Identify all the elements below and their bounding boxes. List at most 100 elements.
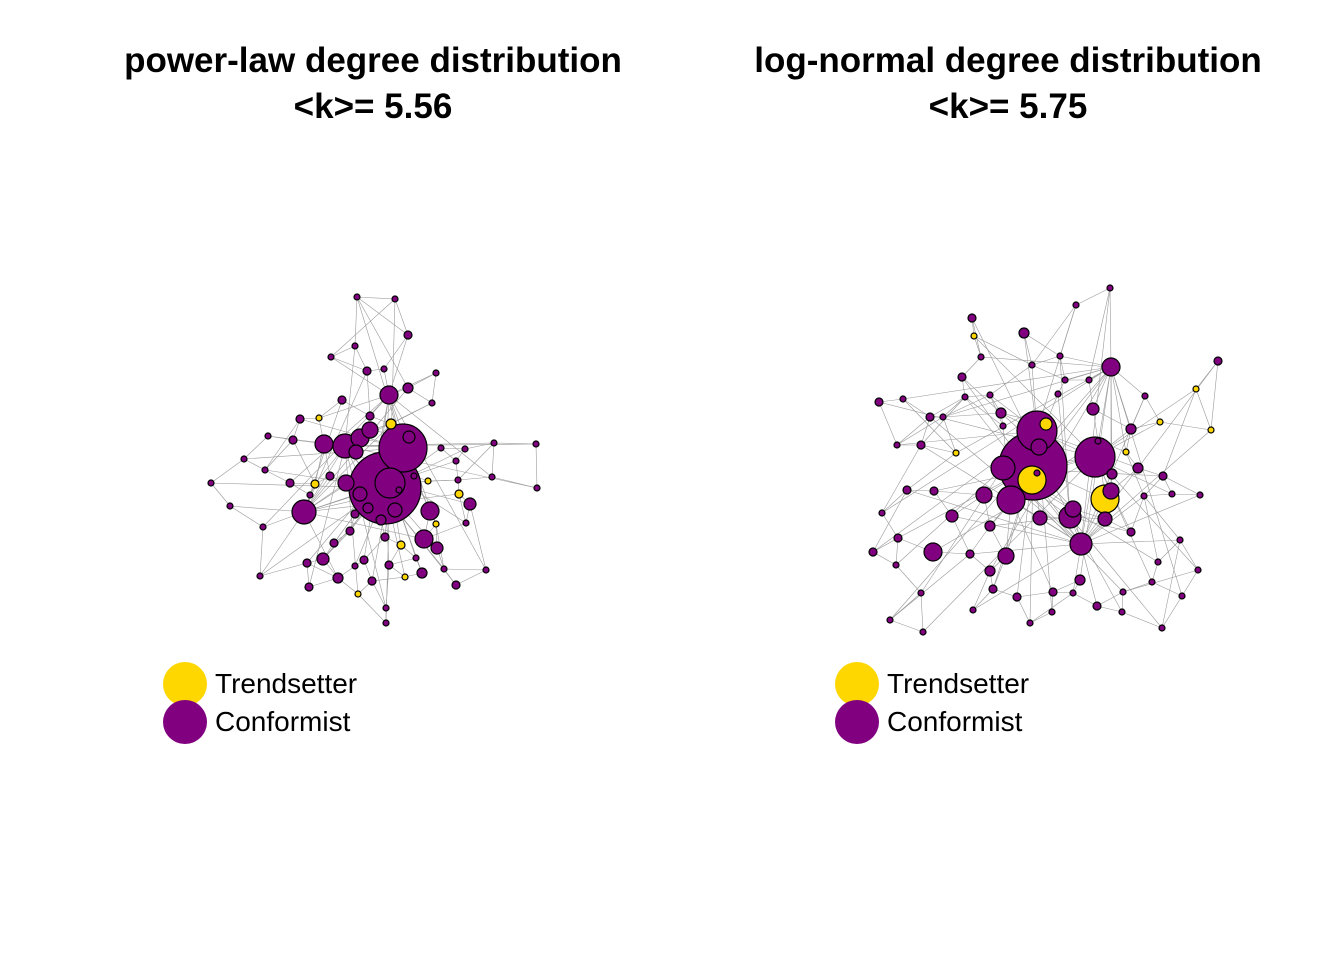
conformist-node [1048, 587, 1058, 597]
edge [980, 356, 1112, 368]
conformist-node [1028, 361, 1036, 369]
edge [1109, 287, 1112, 368]
conformist-node [437, 444, 445, 452]
trendsetter-node [315, 414, 323, 422]
edge [264, 418, 301, 471]
conformist-node [1106, 468, 1118, 480]
panel-title: log-normal degree distribution <k>= 5.75 [672, 38, 1344, 130]
conformist-node [410, 472, 418, 480]
edge [872, 537, 899, 553]
edge [1144, 395, 1161, 423]
edge [1016, 596, 1031, 624]
edge [951, 515, 971, 555]
edge [1031, 355, 1061, 366]
edge [303, 423, 392, 513]
panel-log-normal: log-normal degree distribution <k>= 5.75… [672, 0, 1344, 960]
conformist-node [420, 501, 440, 521]
conformist-node [892, 561, 900, 569]
legend-item-trendsetter: Trendsetter [835, 662, 1029, 706]
conformist-node [302, 558, 312, 568]
edge [259, 562, 308, 577]
conformist-node [345, 526, 355, 536]
conformist-node [461, 445, 469, 453]
conformist-node [1061, 376, 1069, 384]
conformist-node [999, 422, 1007, 430]
conformist-node [929, 486, 939, 496]
edge [1088, 287, 1111, 381]
conformist-node [984, 565, 996, 577]
conformist-node [430, 541, 444, 555]
edge [464, 442, 495, 450]
edge [1162, 388, 1197, 477]
conformist-node [532, 440, 540, 448]
edge [1059, 355, 1071, 518]
edge [1023, 332, 1061, 357]
conformist-node [899, 395, 907, 403]
edge [878, 401, 898, 446]
edge [942, 396, 966, 418]
edge [457, 476, 493, 481]
conformist-node [428, 399, 436, 407]
edge [972, 570, 991, 611]
conformist-node [919, 628, 927, 636]
edge [318, 399, 343, 419]
trendsetter-node [401, 573, 409, 581]
edge [964, 394, 991, 398]
trendsetter-swatch [835, 662, 879, 706]
edge [1143, 493, 1173, 497]
conformist-node [306, 491, 314, 499]
conformist-node [361, 421, 379, 439]
edge [1171, 493, 1201, 496]
conformist-node [295, 414, 305, 424]
trendsetter-node [1122, 448, 1130, 456]
conformist-node [965, 549, 975, 559]
conformist-node [382, 619, 390, 627]
edge [306, 562, 339, 579]
conformist-node [380, 532, 390, 542]
conformist-node [1106, 284, 1114, 292]
conformist-node [259, 523, 267, 531]
edge [330, 356, 368, 372]
conformist-node [362, 502, 374, 514]
conformist-node [414, 529, 434, 549]
edge [388, 394, 493, 478]
conformist-node [1086, 402, 1100, 416]
legend: Trendsetter Conformist [835, 662, 1029, 744]
trendsetter-node [970, 332, 978, 340]
conformist-node [482, 566, 490, 574]
trendsetter-node [1207, 426, 1215, 434]
edge [1161, 595, 1183, 629]
edge [363, 536, 386, 561]
edge [989, 516, 1071, 527]
conformist-node [1125, 423, 1137, 435]
conformist-node [387, 502, 403, 518]
edge [210, 482, 231, 507]
trendsetter-node [354, 590, 362, 598]
conformist-node [261, 466, 269, 474]
conformist-node [1141, 392, 1149, 400]
conformist-node [1012, 592, 1022, 602]
conformist-node [452, 457, 460, 465]
edge [955, 366, 1112, 454]
conformist-node [1168, 490, 1176, 498]
conformist-node [375, 514, 387, 526]
conformist-node [1072, 301, 1080, 309]
conformist-node [207, 479, 215, 487]
edge [964, 396, 1004, 427]
conformist-node [1069, 532, 1093, 556]
edge [920, 592, 924, 633]
edge [1010, 499, 1054, 593]
trendsetter-node [454, 489, 464, 499]
conformist-node [878, 509, 886, 517]
conformist-node [304, 582, 314, 592]
conformist-node [264, 432, 272, 440]
edge [1143, 495, 1159, 563]
edge [1029, 611, 1053, 624]
edge [390, 402, 433, 425]
conformist-node [352, 486, 368, 502]
trendsetter-node [1192, 385, 1200, 393]
conformist-node [1132, 462, 1144, 474]
edge [243, 458, 266, 471]
conformist-node [1196, 491, 1204, 499]
legend: Trendsetter Conformist [163, 662, 357, 744]
